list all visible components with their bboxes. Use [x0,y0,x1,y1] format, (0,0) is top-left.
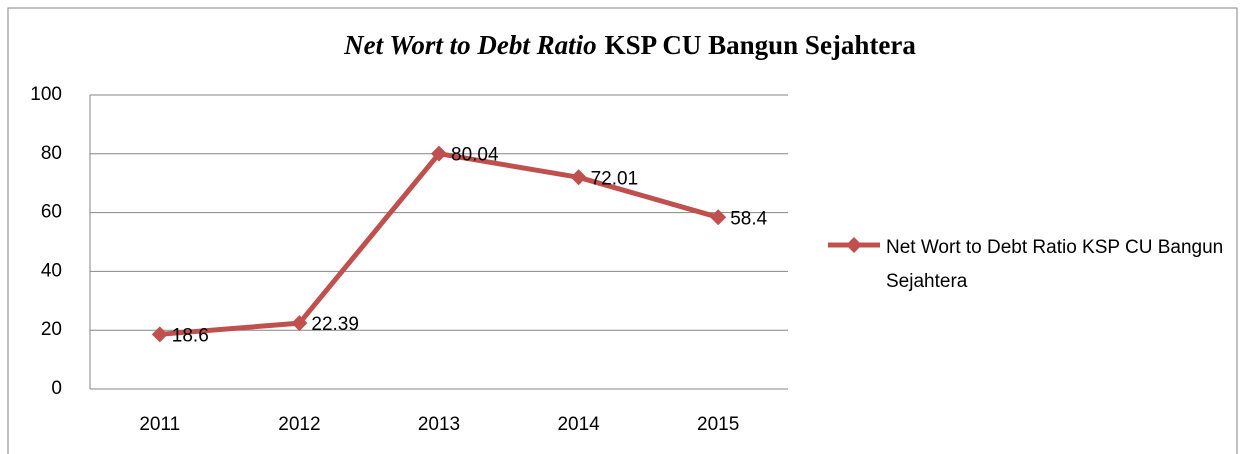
y-tick-label: 0 [51,378,62,399]
x-tick-label: 2013 [418,414,460,435]
point-marker [431,145,447,162]
y-tick-label: 60 [41,202,62,223]
x-tick-label: 2014 [557,414,600,435]
chart-frame [7,7,1238,454]
legend-marker [846,237,862,253]
chart-title: Net Wort to Debt Ratio KSP CU Bangun Seja… [343,30,916,60]
y-tick-label: 100 [30,84,62,105]
title-bold: KSP CU Bangun Sejahtera [605,30,917,60]
data-label: 58.4 [730,208,767,229]
data-label: 80.04 [451,145,499,166]
point-marker [570,169,587,186]
point-marker [291,315,308,332]
title-italic: Net Wort to Debt Ratio [343,30,597,60]
y-tick-label: 20 [41,319,62,340]
x-tick-label: 2015 [697,414,739,435]
point-marker [710,209,727,226]
data-label: 72.01 [591,168,639,189]
legend-label: Net Wort to Debt Ratio KSP CU Bangun Sej… [886,237,1224,292]
x-tick-label: 2011 [139,414,180,435]
point-marker [151,326,168,343]
y-tick-label: 80 [41,143,62,164]
data-label: 22.39 [311,314,359,335]
y-tick-label: 40 [41,260,62,281]
data-label: 18.6 [172,325,209,346]
x-tick-label: 2012 [278,414,320,435]
